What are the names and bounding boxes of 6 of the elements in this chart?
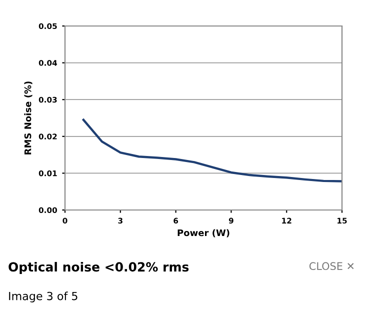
text: Optical noise <0.02% rms [8, 262, 189, 274]
line-series [82, 118, 342, 182]
y-axis-title: RMS Noise (%) [24, 82, 32, 154]
text: CLOSE ✕ [309, 262, 354, 270]
text: Image 3 of 5 [9, 292, 78, 302]
x-axis-title: Power (W) [178, 229, 230, 238]
